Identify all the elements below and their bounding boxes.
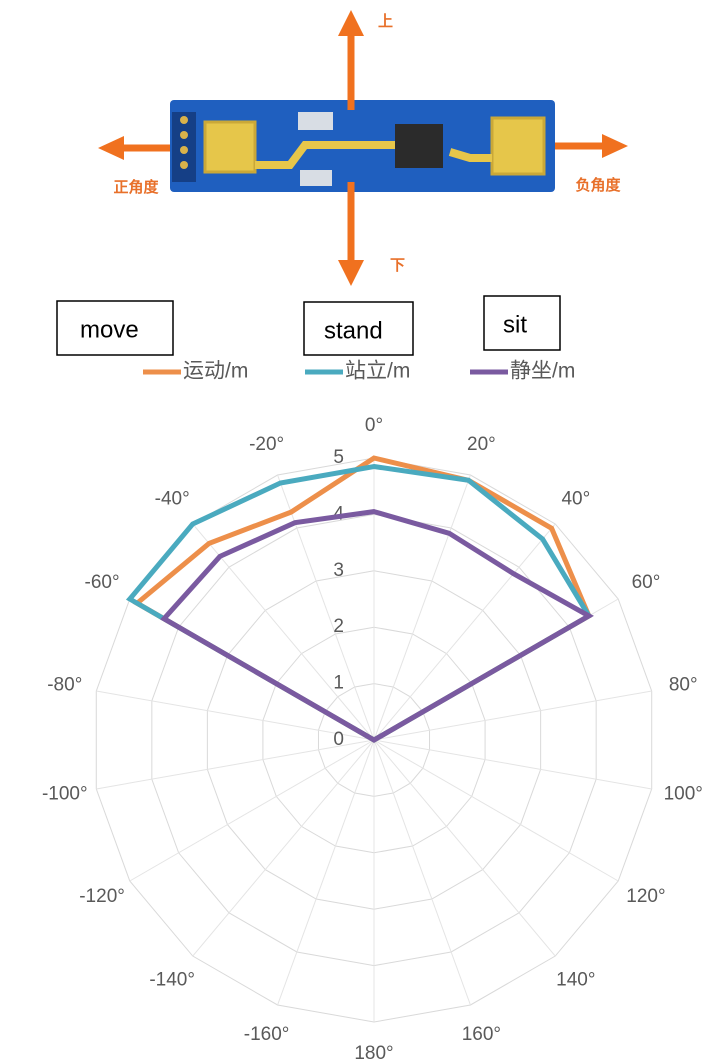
pin [180,131,188,139]
annotation: sit [503,311,527,338]
category-label: 80° [669,674,698,695]
antenna-pad [490,116,546,176]
component [298,112,333,130]
antenna-pad [203,120,257,174]
category-label: -100° [42,784,88,805]
legend-label: 静坐/m [510,360,575,383]
category-label: 160° [462,1024,501,1045]
y-tick-label: 4 [333,503,344,524]
arrows [98,10,628,286]
chip [395,124,443,168]
category-label: -140° [149,970,195,991]
spoke [373,739,619,882]
category-label: -40° [155,488,190,509]
category-label: 20° [467,434,496,455]
category-label: -20° [249,434,284,455]
spoke [192,739,375,957]
y-tick-label: 3 [333,560,344,581]
pin [180,161,188,169]
arrow-head [338,10,364,36]
legend-label: 运动/m [183,360,248,383]
annotation-box [303,301,414,356]
category-label: 100° [664,784,703,805]
series-line [132,455,593,743]
category-label: -80° [47,674,82,695]
label-up: 上 [378,13,393,30]
annotation: stand [324,317,383,344]
arrow-head [602,134,628,158]
spoke [277,474,375,741]
spoke [96,690,375,741]
sensor-board [170,100,555,192]
category-label: 120° [626,886,665,907]
y-tick-label: 2 [333,616,344,637]
component [300,170,332,186]
category-label: 40° [561,488,590,509]
pin [180,146,188,154]
category-label: 60° [632,572,661,593]
y-tick-label: 1 [333,673,344,694]
spoke [373,690,652,741]
annotation-box [483,295,561,351]
spoke [129,739,375,882]
spoke [277,739,375,1006]
legend-label: 站立/m [345,360,410,383]
y-tick-label: 5 [333,447,344,468]
label-positive: 正角度 [113,178,159,196]
spoke [373,739,652,790]
category-label: 180° [354,1043,393,1062]
spoke [373,739,471,1006]
pin [180,116,188,124]
spoke [373,474,471,741]
category-label: -60° [85,572,120,593]
annotation: move [80,316,139,343]
spoke [373,523,556,741]
category-label: -160° [244,1024,290,1045]
category-label: -120° [79,886,125,907]
series-line [160,509,594,743]
annotation-box [56,300,174,356]
spoke [96,739,375,790]
trace [255,141,492,169]
spoke [192,523,375,741]
label-down: 下 [390,257,405,274]
arrow-head [338,260,364,286]
spoke [373,739,556,957]
y-tick-label: 0 [333,729,344,750]
label-negative: 负角度 [575,176,621,194]
radar-chart: 0 1 2 3 4 5 0° 20° 40° 60° 80° 100° 120° 140° 160° 180°… [42,360,703,1062]
category-label: 0° [365,415,383,436]
category-label: 140° [556,970,595,991]
arrow-head [98,136,124,160]
